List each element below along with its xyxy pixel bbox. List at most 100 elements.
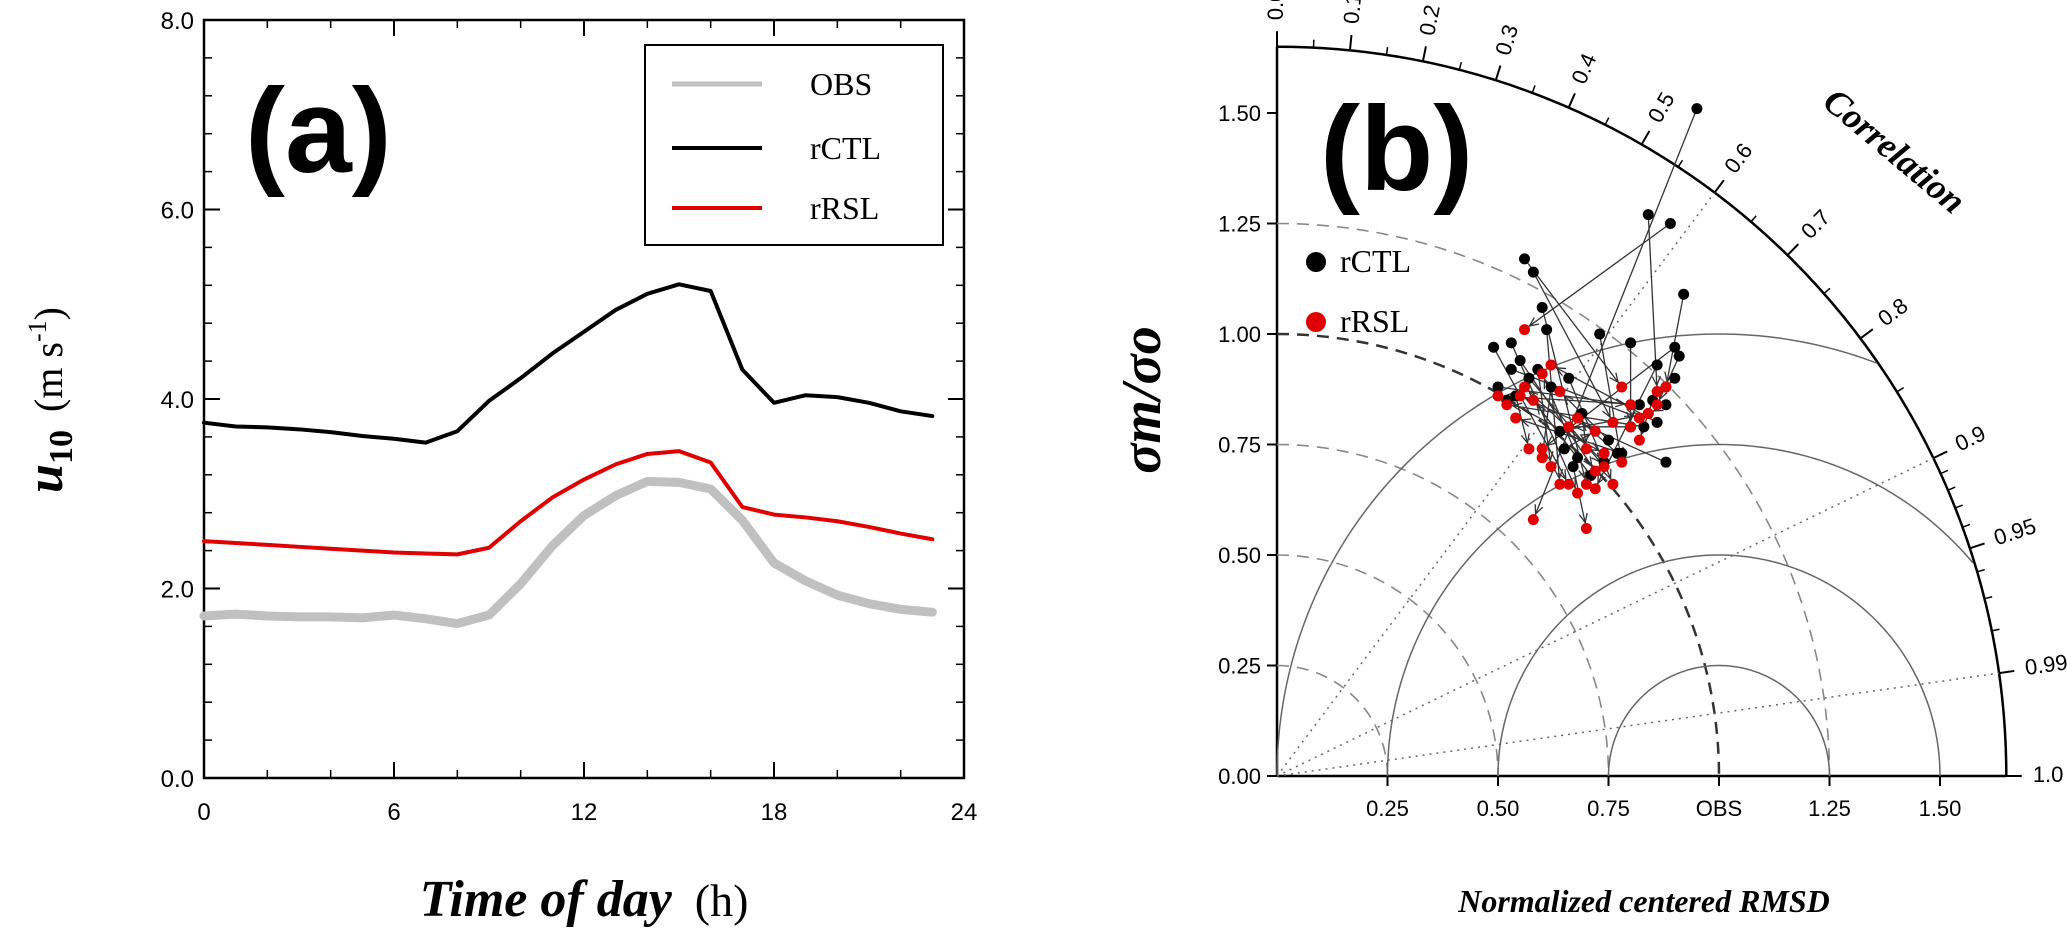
panel-a-label: (a): [245, 64, 392, 198]
arrow-head: [1583, 456, 1593, 468]
xlabel-main: Time of day: [420, 871, 673, 928]
point-rctl: [1505, 337, 1517, 349]
corr-tick: [1786, 243, 1800, 256]
point-rrsl: [1554, 478, 1566, 490]
ylabel-units-sup: -1: [23, 320, 52, 342]
arrow-head: [1580, 420, 1592, 432]
point-rctl: [1669, 372, 1681, 384]
point-rctl: [1664, 218, 1676, 229]
corr-tick: [1969, 542, 1985, 550]
x-tick-label: 6: [387, 799, 400, 826]
transition-arrow: [1532, 399, 1592, 476]
point-rctl: [1691, 103, 1703, 115]
transition-arrow: [1559, 412, 1649, 432]
point-rctl: [1558, 443, 1570, 455]
arrow-head: [1545, 436, 1557, 447]
arrow-head: [1651, 376, 1661, 388]
corr-tick-label: 0.5: [1643, 88, 1680, 127]
point-rrsl: [1642, 408, 1654, 420]
point-rrsl: [1563, 478, 1575, 490]
legend-label-obs: OBS: [810, 66, 872, 102]
std-x-tick-label: OBS: [1696, 796, 1742, 821]
corr-tick-label: 0.9: [1951, 420, 1989, 456]
panel-b-xlabel: Normalized centered RMSD: [1457, 883, 1830, 919]
std-y-tick-label: 0.50: [1218, 543, 1261, 568]
corr-tick: [1348, 34, 1353, 51]
point-rctl: [1554, 425, 1566, 437]
std-arc: [1276, 222, 1831, 777]
std-y-tick-label: 0.75: [1218, 433, 1261, 458]
corr-minor-tick: [1954, 504, 1963, 509]
point-rrsl: [1527, 394, 1539, 406]
rmsd-arc: [1386, 443, 1974, 777]
panel-a-ylabel: u10 (m s-1): [17, 307, 80, 493]
panel-b-points: [1488, 103, 1703, 534]
point-rctl: [1651, 416, 1663, 428]
corr-minor-tick: [1531, 85, 1536, 94]
ylabel-units: (m s: [26, 342, 71, 412]
point-rrsl: [1580, 478, 1592, 490]
y-tick-label: 8.0: [161, 8, 194, 35]
point-rctl: [1527, 266, 1539, 278]
ylabel-units-close: ): [26, 307, 71, 320]
correlation-ray: [1276, 192, 1716, 777]
point-rctl: [1545, 381, 1557, 393]
point-rrsl: [1501, 399, 1513, 411]
panel-b-label: (b): [1320, 82, 1473, 216]
corr-tick: [1421, 46, 1427, 62]
arrow-head: [1615, 398, 1627, 408]
arrow-head: [1578, 512, 1588, 525]
point-rctl: [1669, 341, 1681, 353]
std-x-tick-label: 0.50: [1477, 796, 1520, 821]
arrow-head: [1588, 442, 1601, 452]
legend-label-rctl: rCTL: [810, 130, 881, 166]
corr-minor-tick: [1976, 568, 1985, 573]
std-x-tick-label: 1.50: [1919, 796, 1962, 821]
arrow-head: [1557, 469, 1567, 481]
panel-a-legend: OBS rCTL rRSL: [644, 44, 944, 246]
arrow-head: [1528, 317, 1540, 327]
correlation-ray: [1276, 672, 2000, 777]
transition-arrow: [1599, 333, 1623, 463]
corr-tick-label: 0.6: [1719, 138, 1757, 177]
panel-b-legend: rCTL rRSL: [1306, 243, 1411, 339]
legend-marker-rctl: [1306, 252, 1326, 272]
point-rrsl: [1607, 416, 1619, 428]
point-rrsl: [1625, 399, 1637, 411]
corr-minor-tick: [1823, 287, 1831, 295]
corr-minor-tick: [1896, 386, 1905, 393]
point-rrsl: [1633, 412, 1645, 424]
point-rctl: [1673, 350, 1685, 362]
std-y-tick-label: 0.25: [1218, 654, 1261, 679]
point-rctl: [1536, 301, 1548, 313]
point-rrsl: [1572, 412, 1584, 424]
std-arc: [1276, 664, 1389, 777]
std-x-tick-label: 0.75: [1587, 796, 1630, 821]
panel-a-line-chart: 0 6 12 18 24 0.0 2.0 4.0 6.0 8.0 (a) OBS rCTL rRS…: [17, 8, 977, 928]
point-rctl: [1660, 399, 1672, 411]
arrow-head: [1573, 422, 1584, 432]
corr-minor-tick: [1677, 159, 1684, 168]
point-rctl: [1678, 288, 1690, 300]
transition-arrow: [1665, 294, 1685, 388]
corr-minor-tick: [1947, 486, 1956, 491]
legend-label-rctl-b: rCTL: [1340, 243, 1411, 279]
arrow-head: [1601, 407, 1611, 419]
y-tick-label: 6.0: [161, 198, 194, 225]
point-rrsl: [1580, 443, 1592, 455]
svg-text:u10(m s-1): u10 (m s-1): [17, 307, 80, 493]
std-y-tick-label: 1.50: [1218, 101, 1261, 126]
std-x-tick-label: 1.25: [1808, 796, 1851, 821]
legend-box: [644, 44, 944, 246]
arrow-head: [1603, 468, 1612, 481]
transition-arrow: [1532, 271, 1614, 423]
corr-minor-tick: [1750, 215, 1757, 223]
corr-minor-tick: [1458, 61, 1463, 71]
point-rrsl: [1633, 434, 1645, 446]
point-rctl: [1567, 461, 1579, 473]
arrow-head: [1609, 372, 1620, 384]
corr-tick: [1713, 179, 1725, 194]
legend-label-rrsl: rRSL: [810, 190, 879, 226]
rmsd-arc: [1497, 554, 1941, 777]
